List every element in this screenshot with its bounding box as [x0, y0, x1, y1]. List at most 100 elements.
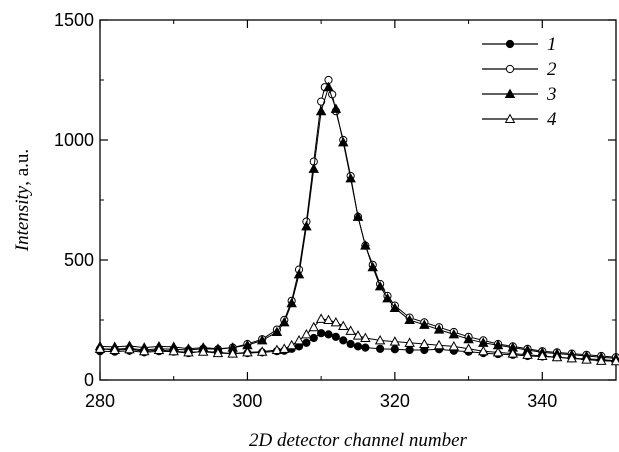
data-point — [389, 336, 401, 346]
data-point — [256, 346, 268, 356]
data-point — [352, 211, 364, 221]
data-point — [330, 103, 342, 113]
data-point — [360, 240, 371, 250]
y-tick-label: 1000 — [54, 130, 94, 150]
y-axis-label: Intensity, a.u. — [12, 149, 33, 252]
data-point — [323, 81, 334, 92]
legend-item-3: 3 — [482, 84, 557, 105]
data-point — [522, 349, 533, 359]
x-tick-label: 340 — [527, 391, 557, 411]
data-point — [405, 345, 414, 355]
data-point — [323, 314, 334, 325]
data-point — [374, 334, 386, 345]
data-point — [109, 344, 120, 355]
x-tick-label: 320 — [380, 391, 410, 411]
axis-ticks: 280 300 320 340 0 500 1000 1500 — [54, 10, 616, 411]
y-tick-label: 0 — [84, 370, 94, 390]
data-point — [463, 343, 474, 353]
data-point — [279, 343, 290, 353]
data-point — [301, 328, 312, 339]
data-point — [286, 297, 297, 308]
y-tick-label: 500 — [64, 250, 94, 270]
data-point — [382, 292, 393, 303]
data-point — [433, 324, 445, 334]
y-axis-label-name: Intensity — [12, 185, 33, 252]
data-point — [330, 316, 342, 327]
y-tick-label: 1500 — [54, 10, 94, 30]
x-tick-label: 280 — [85, 391, 115, 411]
data-point — [433, 339, 445, 350]
data-point — [308, 321, 320, 332]
data-point — [507, 348, 519, 358]
x-tick-label: 300 — [232, 391, 262, 411]
data-point — [404, 314, 415, 325]
data-point — [286, 339, 297, 350]
data-point — [94, 343, 106, 353]
legend-item-1: 1 — [482, 34, 557, 55]
data-point — [138, 345, 150, 356]
data-point — [353, 342, 363, 351]
data-point — [374, 280, 386, 291]
legend-label: 2 — [547, 59, 557, 80]
data-point — [315, 105, 327, 116]
data-point — [331, 332, 340, 341]
data-point — [352, 330, 364, 340]
data-point — [293, 334, 305, 345]
data-point — [367, 261, 378, 272]
data-point — [183, 346, 194, 357]
data-point — [279, 316, 290, 327]
data-point — [360, 332, 371, 343]
data-point — [153, 344, 165, 355]
data-point — [338, 136, 349, 147]
data-point — [581, 354, 592, 364]
data-point — [271, 326, 283, 337]
data-point — [504, 113, 516, 124]
data-point — [463, 333, 474, 344]
data-point — [390, 345, 399, 354]
data-point — [566, 352, 578, 363]
data-point — [271, 344, 283, 355]
data-point — [361, 343, 370, 352]
data-point — [448, 328, 460, 339]
legend-item-2: 2 — [482, 59, 557, 80]
data-point — [242, 346, 253, 357]
legend: 1 2 3 4 — [482, 34, 557, 130]
data-series — [94, 75, 619, 366]
legend-label: 1 — [547, 34, 557, 55]
data-point — [419, 319, 430, 329]
data-point — [317, 97, 326, 106]
series-4 — [94, 313, 619, 366]
data-point — [301, 220, 312, 231]
data-point — [338, 320, 349, 331]
data-point — [227, 348, 238, 358]
data-point — [448, 340, 460, 351]
data-point — [376, 344, 385, 353]
data-point — [324, 330, 333, 339]
data-point — [537, 350, 548, 361]
legend-label: 3 — [546, 84, 557, 105]
data-point — [505, 64, 515, 74]
data-point — [256, 334, 268, 345]
data-point — [492, 346, 504, 357]
data-point — [345, 325, 356, 335]
data-point — [345, 172, 356, 183]
y-axis-label-unit: , a.u. — [12, 149, 33, 186]
data-point — [168, 345, 179, 356]
data-point — [308, 163, 320, 173]
data-point — [124, 343, 135, 354]
x-axis-label: 2D detector channel number — [249, 430, 468, 451]
data-point — [293, 268, 305, 279]
data-point — [610, 355, 619, 366]
data-point — [302, 338, 311, 347]
plot-frame — [99, 19, 617, 381]
series-line — [99, 85, 617, 359]
data-point — [315, 313, 327, 323]
data-point — [339, 336, 348, 345]
data-point — [212, 347, 224, 358]
series-3 — [94, 81, 619, 363]
data-point — [197, 346, 209, 356]
data-point — [419, 338, 430, 349]
data-point — [389, 302, 401, 313]
legend-item-4: 4 — [482, 109, 557, 130]
